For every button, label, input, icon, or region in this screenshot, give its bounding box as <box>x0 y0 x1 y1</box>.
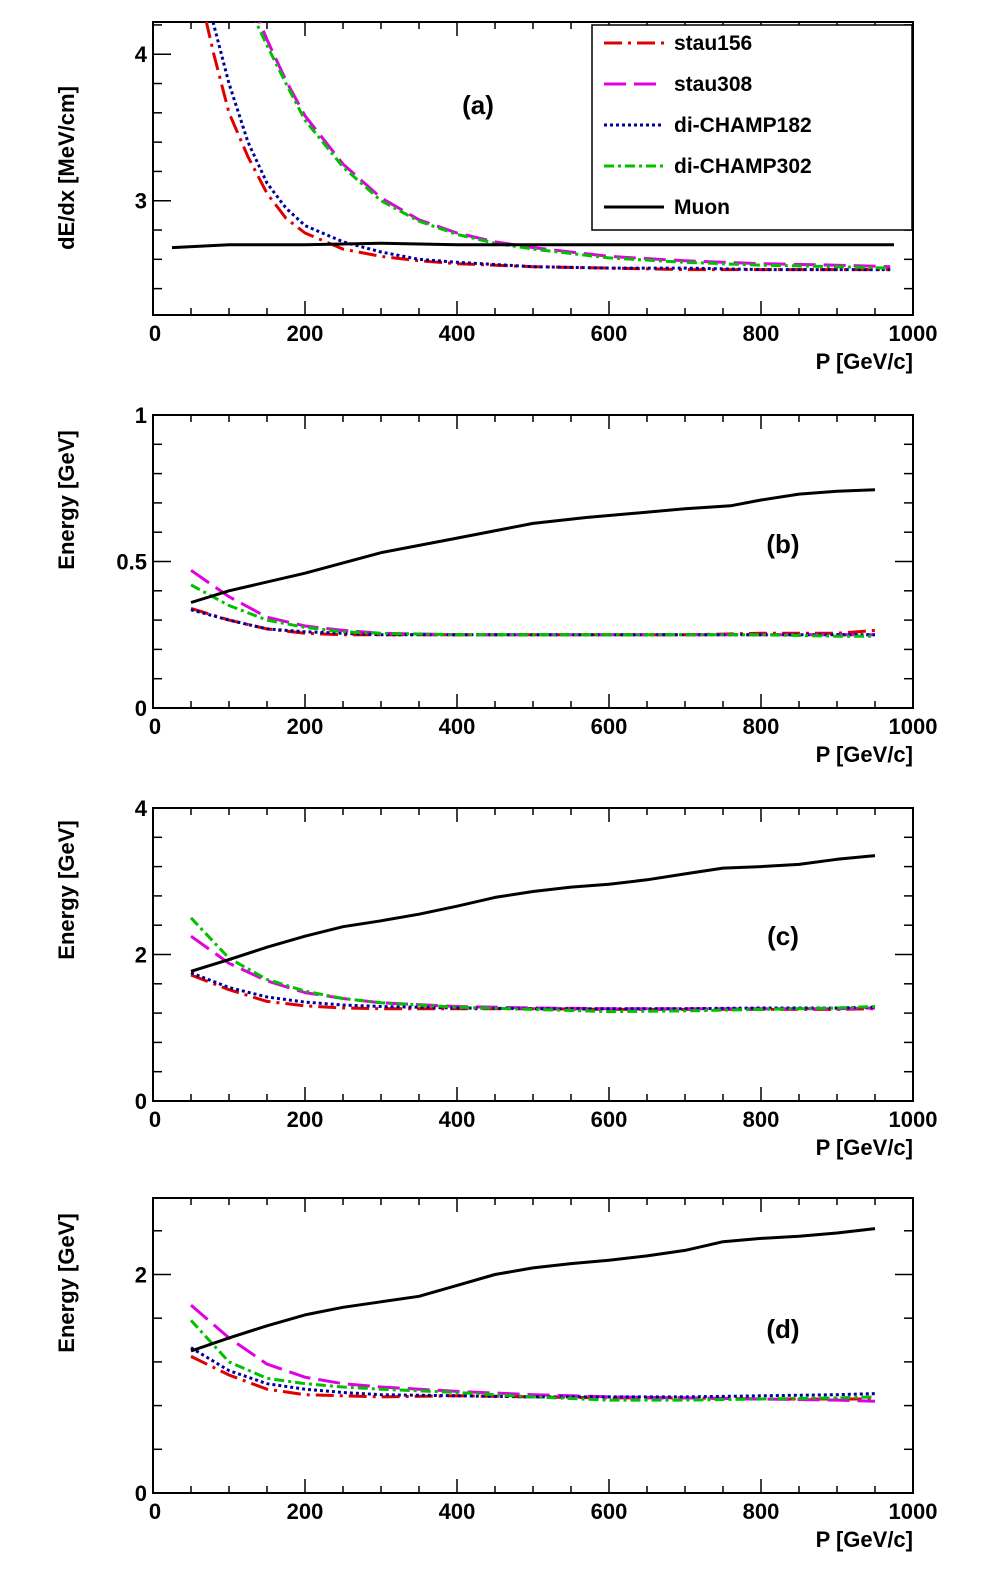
series-line-stau156 <box>190 973 876 1011</box>
plot-frame <box>152 807 914 1102</box>
y-tick-label: 2 <box>135 943 147 968</box>
series-line-di-champ182 <box>190 971 876 1011</box>
series-line-stau156 <box>190 606 876 637</box>
legend-box <box>591 24 913 231</box>
x-tick-label: 200 <box>287 714 324 739</box>
x-tick-label: 600 <box>591 714 628 739</box>
series-line-muon <box>190 1227 876 1353</box>
x-tick-label: 1000 <box>889 321 938 346</box>
series-line-stau156 <box>190 1355 875 1401</box>
x-tick-label: 200 <box>287 1499 324 1524</box>
x-axis-title: P [GeV/c] <box>816 1135 913 1160</box>
x-tick-label: 800 <box>743 321 780 346</box>
y-axis-title: Energy [GeV] <box>54 820 79 959</box>
series-line-muon <box>171 241 894 250</box>
x-tick-label: 800 <box>743 1107 780 1132</box>
plot-frame <box>152 414 914 709</box>
x-tick-label: 0 <box>149 714 161 739</box>
panel-d: 0 200 400 600 800 1000 0 2 P [GeV/c] Energy [GeV]… <box>54 1197 938 1552</box>
x-tick-label: 600 <box>591 321 628 346</box>
x-tick-label: 400 <box>439 1107 476 1132</box>
x-tick-label: 1000 <box>889 1499 938 1524</box>
x-tick-label: 1000 <box>889 714 938 739</box>
series-line-muon <box>190 488 876 604</box>
y-axis-title: Energy [GeV] <box>54 430 79 569</box>
legend-label-stau156: stau156 <box>674 32 752 55</box>
series-line-di-champ302 <box>189 1319 876 1402</box>
series-line-di-champ302 <box>254 22 891 270</box>
series-group <box>189 1227 876 1403</box>
x-tick-label: 400 <box>439 1499 476 1524</box>
panel-c: 0 200 400 600 800 1000 0 2 4 P [GeV/c] Energy [GeV… <box>54 796 937 1160</box>
x-tick-label: 0 <box>149 1107 161 1132</box>
series-line-di-champ182 <box>190 1346 876 1399</box>
legend-label-muon: Muon <box>674 196 730 219</box>
y-tick-label: 1 <box>135 403 147 428</box>
y-tick-label: 3 <box>135 189 147 214</box>
x-axis-title: P [GeV/c] <box>816 349 913 374</box>
x-tick-label: 1000 <box>889 1107 938 1132</box>
series-line-di-champ182 <box>211 22 891 272</box>
x-axis-title: P [GeV/c] <box>816 1527 913 1552</box>
series-line-di-champ302 <box>189 916 876 1014</box>
panel-a: 0 200 400 600 800 1000 3 4 P [GeV/c] dE/dx [MeV/c… <box>54 21 938 374</box>
panel-label: (c) <box>767 921 799 951</box>
plot-frame <box>152 1197 914 1494</box>
x-axis-title: P [GeV/c] <box>816 742 913 767</box>
x-tick-label: 400 <box>439 321 476 346</box>
legend-label-stau308: stau308 <box>674 73 753 96</box>
series-line-di-champ182 <box>190 608 875 637</box>
x-tick-label: 0 <box>149 321 161 346</box>
y-tick-label: 4 <box>135 796 148 821</box>
legend-label-di-champ302: di-CHAMP302 <box>674 155 812 178</box>
y-tick-label: 0 <box>135 696 147 721</box>
panel-label: (d) <box>766 1314 799 1344</box>
legend: stau156 stau308 di-CHAMP182 di-CHAMP302 Muon <box>591 24 913 231</box>
x-tick-label: 800 <box>743 1499 780 1524</box>
series-group <box>189 854 876 1014</box>
x-tick-label: 0 <box>149 1499 161 1524</box>
x-tick-label: 600 <box>591 1107 628 1132</box>
x-tick-label: 600 <box>591 1499 628 1524</box>
y-tick-label: 2 <box>135 1262 147 1287</box>
legend-label-di-champ182: di-CHAMP182 <box>674 114 812 137</box>
x-tick-label: 800 <box>743 714 780 739</box>
series-line-muon <box>190 854 876 973</box>
y-tick-label: 0.5 <box>116 550 147 575</box>
y-axis-title: dE/dx [MeV/cm] <box>54 86 79 250</box>
panel-label: (b) <box>766 529 799 559</box>
series-group <box>190 488 876 638</box>
x-tick-label: 400 <box>439 714 476 739</box>
panel-label: (a) <box>462 90 494 120</box>
y-tick-label: 4 <box>135 42 148 67</box>
panel-b: 0 200 400 600 800 1000 0 0.5 1 P [GeV/c] Energy [G… <box>54 403 937 767</box>
x-tick-label: 200 <box>287 1107 324 1132</box>
y-tick-label: 0 <box>135 1089 147 1114</box>
x-tick-label: 200 <box>287 321 324 346</box>
series-group <box>171 22 894 272</box>
y-axis-title: Energy [GeV] <box>54 1213 79 1352</box>
series-line-di-champ302 <box>190 583 875 638</box>
y-tick-label: 0 <box>135 1481 147 1506</box>
